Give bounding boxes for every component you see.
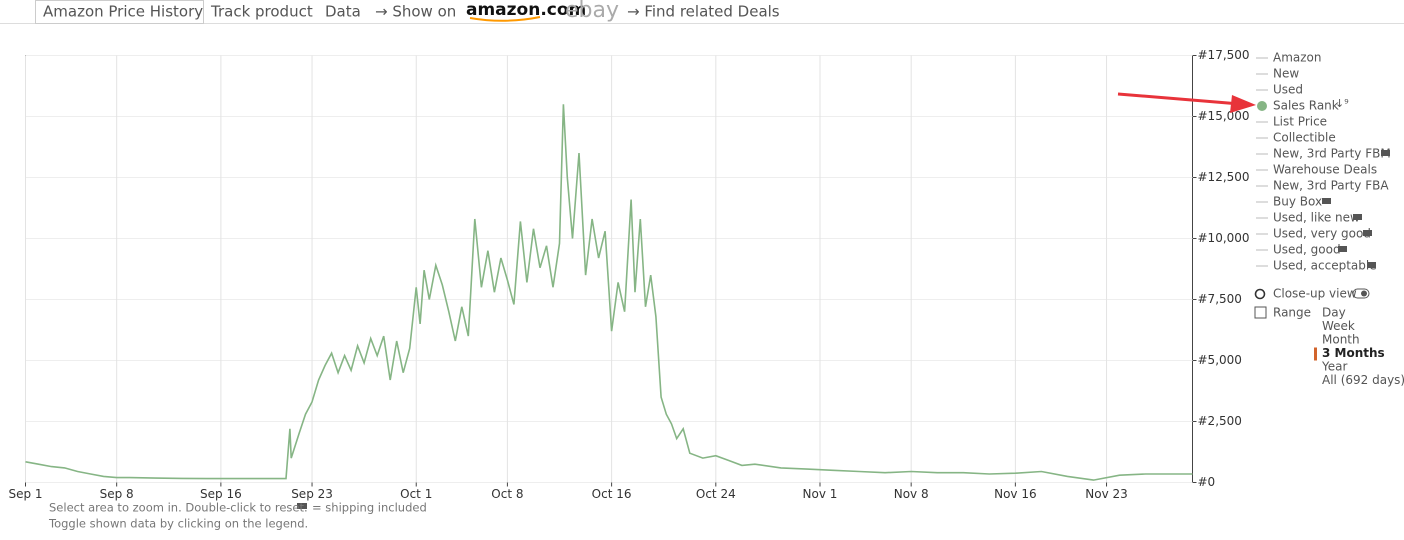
arrow-head bbox=[1230, 95, 1256, 113]
range-option[interactable]: Year bbox=[1321, 360, 1347, 374]
legend-entry[interactable]: Used, very good bbox=[1273, 227, 1371, 241]
legend-entry[interactable]: Used, like new bbox=[1273, 211, 1360, 225]
x-tick-label: Oct 1 bbox=[400, 487, 432, 501]
closeup-label[interactable]: Close-up view bbox=[1273, 287, 1357, 301]
legend-entry[interactable]: New bbox=[1273, 67, 1299, 81]
legend-entry[interactable]: Used, acceptable bbox=[1273, 259, 1377, 273]
x-tick-label: Sep 8 bbox=[100, 487, 134, 501]
range-option[interactable]: 3 Months bbox=[1322, 346, 1385, 360]
legend-entry[interactable]: Warehouse Deals bbox=[1273, 163, 1377, 177]
legend-entry[interactable]: List Price bbox=[1273, 115, 1327, 129]
arrow bbox=[1117, 92, 1241, 106]
legend-entry[interactable]: Sales Rank bbox=[1273, 99, 1339, 113]
x-tick-label: Oct 24 bbox=[696, 487, 736, 501]
amazon-smile bbox=[469, 16, 541, 22]
amazon-link[interactable]: amazon.com bbox=[466, 0, 586, 20]
search-icon bbox=[1254, 288, 1266, 300]
x-tick-label: Sep 16 bbox=[200, 487, 242, 501]
x-tick-label: Nov 1 bbox=[803, 487, 838, 501]
range-option[interactable]: Month bbox=[1322, 333, 1360, 347]
tab[interactable]: Data bbox=[325, 3, 361, 21]
calendar-icon bbox=[1254, 306, 1267, 319]
note: Toggle shown data by clicking on the leg… bbox=[48, 517, 308, 531]
plot-frame bbox=[25, 55, 1193, 483]
tab[interactable]: Track product bbox=[210, 3, 313, 21]
active-tab[interactable] bbox=[35, 0, 204, 24]
legend-entry[interactable]: Used bbox=[1273, 83, 1303, 97]
y-tick-label: #17,500 bbox=[1198, 48, 1250, 62]
x-tick-label: Sep 1 bbox=[8, 487, 42, 501]
toggle[interactable] bbox=[1352, 288, 1370, 299]
range-option[interactable]: Week bbox=[1322, 319, 1355, 333]
range-option[interactable]: All (692 days) bbox=[1322, 373, 1404, 387]
legend-entry[interactable]: New, 3rd Party FBA bbox=[1273, 179, 1389, 193]
y-tick-label: #7,500 bbox=[1198, 292, 1242, 306]
y-tick-label: #2,500 bbox=[1198, 414, 1242, 428]
tab[interactable]: → Find related Deals bbox=[627, 3, 780, 21]
y-tick-label: #5,000 bbox=[1198, 353, 1242, 367]
x-tick-label: Oct 16 bbox=[592, 487, 632, 501]
y-tick-label: #0 bbox=[1198, 475, 1216, 489]
note: Select area to zoom in. Double-click to … bbox=[49, 501, 308, 515]
truck-icons bbox=[297, 150, 1390, 509]
legend-entry[interactable]: Collectible bbox=[1273, 131, 1336, 145]
range-label: Range bbox=[1273, 306, 1311, 320]
legend-entry[interactable]: Used, good bbox=[1273, 243, 1341, 257]
tab[interactable]: Amazon Price History bbox=[43, 3, 203, 21]
range-option[interactable]: Day bbox=[1322, 306, 1346, 320]
x-tick-label: Nov 8 bbox=[894, 487, 929, 501]
sales-rank-line bbox=[25, 104, 1193, 481]
toggle-knob bbox=[1361, 290, 1367, 297]
sort-icon[interactable]: ↓⁹ bbox=[1335, 97, 1349, 110]
y-tick-label: #12,500 bbox=[1198, 170, 1250, 184]
range-selected-bar bbox=[1314, 347, 1317, 361]
legend-entry[interactable]: Amazon bbox=[1273, 51, 1322, 65]
x-tick-label: Nov 23 bbox=[1085, 487, 1128, 501]
x-tick-label: Nov 16 bbox=[994, 487, 1037, 501]
y-tick-label: #15,000 bbox=[1198, 109, 1250, 123]
legend-entry[interactable]: New, 3rd Party FBM bbox=[1273, 147, 1391, 161]
ebay-link[interactable]: ebay bbox=[565, 0, 619, 23]
y-tick-label: #10,000 bbox=[1198, 231, 1250, 245]
tab[interactable]: → Show on bbox=[375, 3, 456, 21]
legend-entry[interactable]: Buy Box bbox=[1273, 195, 1322, 209]
note: = shipping included bbox=[312, 501, 427, 515]
x-tick-label: Sep 23 bbox=[291, 487, 333, 501]
x-tick-label: Oct 8 bbox=[491, 487, 523, 501]
legend-marker bbox=[1257, 101, 1267, 111]
